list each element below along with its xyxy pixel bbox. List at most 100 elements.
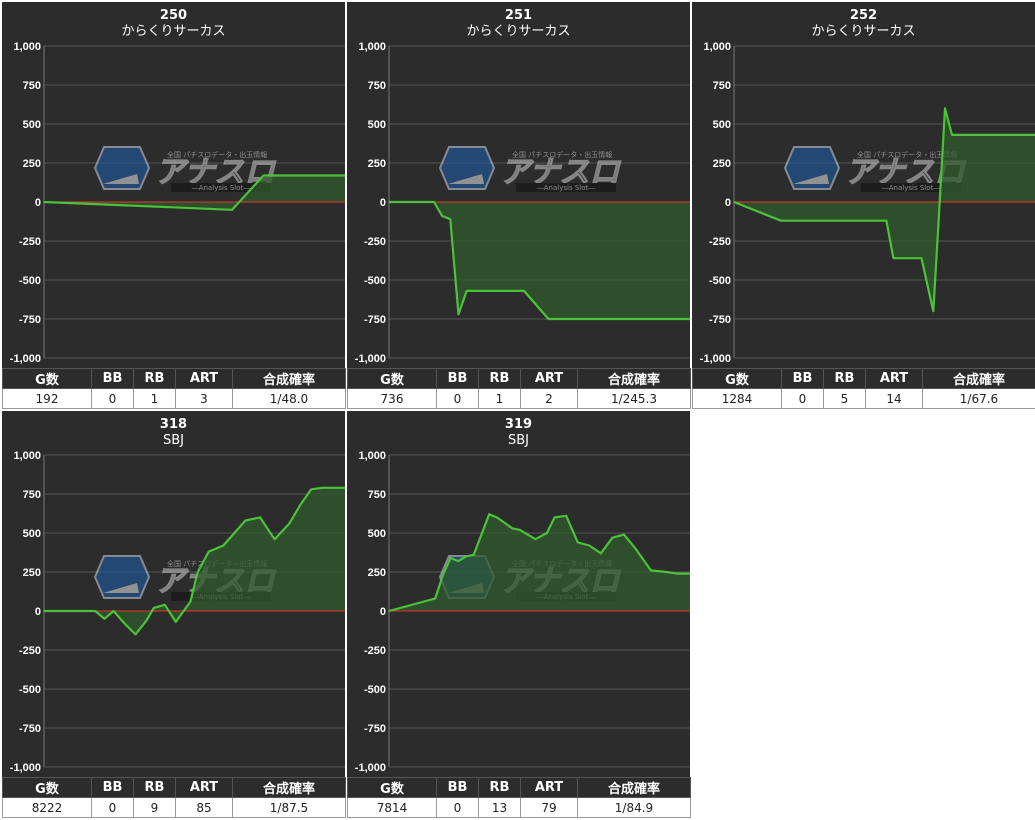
data-point — [921, 257, 923, 259]
data-point — [321, 487, 323, 489]
data-point — [565, 515, 567, 517]
stats-value-cell: 0 — [437, 798, 479, 818]
y-tick-label: -750 — [364, 723, 386, 735]
stats-header-cell: G数 — [3, 778, 92, 798]
difference-chart: 318SBJ1,0007505002500-250-500-750-1,000ア… — [2, 411, 345, 777]
stats-value-cell: 7814 — [348, 798, 437, 818]
data-point — [519, 529, 521, 531]
machine-panel[interactable]: 319SBJ1,0007505002500-250-500-750-1,000ア… — [347, 411, 690, 820]
stats-header-cell: G数 — [348, 369, 437, 389]
data-point — [263, 175, 265, 177]
data-point — [577, 542, 579, 544]
data-point — [104, 618, 106, 620]
stats-header-cell: ART — [521, 778, 578, 798]
y-tick-label: 500 — [713, 119, 731, 131]
stats-header-cell: RB — [479, 778, 521, 798]
data-point — [466, 290, 468, 292]
data-point — [546, 532, 548, 534]
data-point — [175, 621, 177, 623]
stats-value-cell: 85 — [176, 798, 233, 818]
y-tick-label: -500 — [19, 275, 41, 287]
data-point — [388, 201, 390, 203]
stats-header-cell: ART — [866, 369, 923, 389]
stats-header-cell: BB — [437, 778, 479, 798]
data-point — [113, 610, 115, 612]
data-point — [511, 528, 513, 530]
stats-header-cell: G数 — [693, 369, 782, 389]
stats-value-cell: 0 — [92, 389, 134, 409]
y-tick-label: -1,000 — [10, 353, 41, 365]
stats-value-cell: 2 — [521, 389, 578, 409]
y-tick-label: 0 — [380, 606, 386, 618]
y-tick-label: 250 — [23, 158, 41, 170]
data-point — [951, 134, 953, 136]
y-tick-label: 250 — [23, 567, 41, 579]
data-point — [94, 610, 96, 612]
data-point — [589, 545, 591, 547]
data-point — [733, 201, 735, 203]
y-tick-label: 750 — [368, 489, 386, 501]
stats-value-cell: 13 — [479, 798, 521, 818]
y-tick-label: -1,000 — [355, 353, 386, 365]
watermark-sub: ―Analysis Slot― — [537, 184, 595, 192]
data-point — [274, 538, 276, 540]
data-point — [932, 310, 934, 312]
data-point — [677, 573, 679, 575]
data-point — [245, 520, 247, 522]
data-point — [332, 487, 334, 489]
y-tick-label: 500 — [368, 528, 386, 540]
data-point — [146, 620, 148, 622]
stats-header-cell: 合成確率 — [233, 369, 346, 389]
stats-value-cell: 0 — [92, 798, 134, 818]
data-point — [434, 598, 436, 600]
data-point — [650, 570, 652, 572]
data-point — [388, 610, 390, 612]
stats-value-cell: 1/245.3 — [578, 389, 691, 409]
y-tick-label: -500 — [19, 684, 41, 696]
difference-chart: 319SBJ1,0007505002500-250-500-750-1,000ア… — [347, 411, 690, 777]
y-tick-label: 0 — [380, 197, 386, 209]
y-tick-label: 1,000 — [13, 450, 41, 462]
data-point — [197, 571, 199, 573]
y-tick-label: -500 — [364, 275, 386, 287]
stats-value-cell: 1/84.9 — [578, 798, 691, 818]
stats-value-cell: 14 — [866, 389, 923, 409]
y-tick-label: 250 — [713, 158, 731, 170]
y-tick-label: -250 — [709, 236, 731, 248]
y-tick-label: 0 — [35, 197, 41, 209]
y-tick-label: -1,000 — [700, 353, 731, 365]
data-point — [43, 610, 45, 612]
data-point — [441, 215, 443, 217]
chart-svg: 1,0007505002500-250-500-750-1,000アナスロ全国 … — [2, 411, 345, 777]
y-tick-label: -500 — [364, 684, 386, 696]
data-point — [299, 504, 301, 506]
y-tick-label: 500 — [368, 119, 386, 131]
y-tick-label: 500 — [23, 528, 41, 540]
data-point — [208, 551, 210, 553]
data-point — [433, 201, 435, 203]
y-tick-label: -750 — [19, 723, 41, 735]
data-point — [780, 220, 782, 222]
data-point — [635, 548, 637, 550]
stats-header-cell: ART — [176, 369, 233, 389]
stats-value-cell: 1 — [134, 389, 176, 409]
y-tick-label: 0 — [35, 606, 41, 618]
y-tick-label: 1,000 — [13, 41, 41, 53]
stats-header-cell: BB — [437, 369, 479, 389]
stats-header-cell: 合成確率 — [923, 369, 1035, 389]
data-point — [937, 232, 939, 234]
data-point — [554, 517, 556, 519]
stats-value-cell: 79 — [521, 798, 578, 818]
machine-panel[interactable]: 318SBJ1,0007505002500-250-500-750-1,000ア… — [2, 411, 345, 820]
